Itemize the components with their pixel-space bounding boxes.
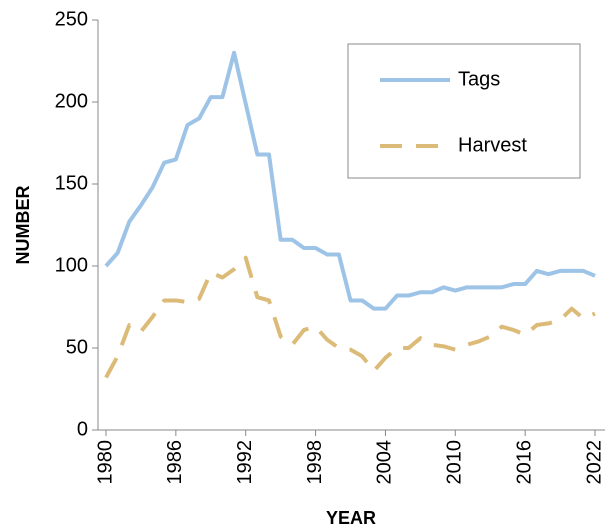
y-tick-label: 50 (66, 336, 88, 358)
y-axis-title: NUMBER (13, 186, 33, 265)
x-tick-label: 1980 (94, 440, 116, 485)
legend-label: Harvest (458, 134, 527, 156)
x-tick-label: 1998 (304, 440, 326, 485)
legend-label: Tags (458, 68, 500, 90)
y-tick-label: 250 (55, 8, 88, 30)
x-tick-label: 1986 (164, 440, 186, 485)
legend-box (347, 43, 581, 179)
series-line (104, 255, 596, 379)
y-tick-label: 0 (77, 418, 88, 440)
y-tick-label: 100 (55, 254, 88, 276)
x-tick-label: 2010 (444, 440, 466, 485)
x-tick-label: 2016 (513, 440, 535, 485)
y-tick-label: 200 (55, 90, 88, 112)
x-tick-label: 2004 (374, 440, 396, 485)
y-tick-label: 150 (55, 172, 88, 194)
series-line (104, 50, 596, 311)
x-axis-title: YEAR (326, 508, 376, 528)
x-tick-label: 2022 (583, 440, 605, 485)
x-tick-label: 1992 (234, 440, 256, 485)
